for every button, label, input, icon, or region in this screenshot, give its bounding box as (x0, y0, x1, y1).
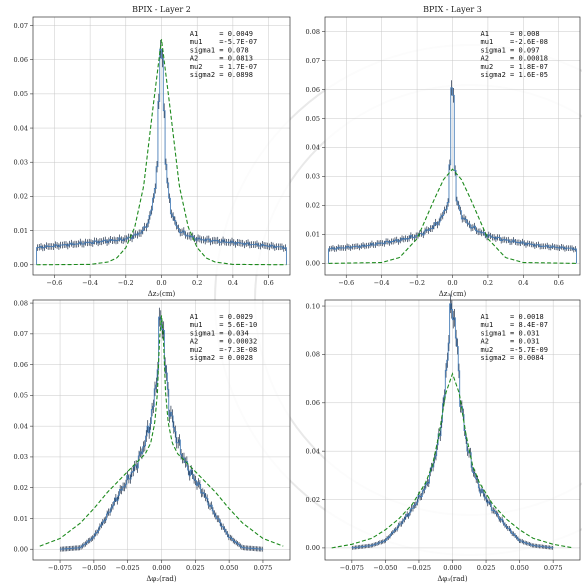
y-tick-label: 0.07 (306, 57, 320, 65)
x-tick-label: 0.0 (447, 279, 457, 287)
y-tick-label: 0.03 (306, 173, 320, 181)
fit-parameter-line: A1 = 0.0049 (190, 30, 253, 38)
panel-title: BPIX - Layer 3 (423, 5, 482, 14)
x-tick-label: −0.2 (118, 279, 134, 287)
panel-delta-phi-3: −0.075 −0.050 −0.025 0.000 0.025 0.050 0.075 0.… (306, 295, 580, 583)
x-tick-label: −0.075 (340, 564, 364, 572)
fit-parameter-line: mu2 = 1.7E-07 (190, 63, 257, 71)
x-tick-label: 0.4 (518, 279, 528, 287)
x-tick-label: −0.025 (116, 564, 140, 572)
y-tick-label: 0.01 (306, 231, 320, 239)
x-tick-label: 0.000 (152, 564, 171, 572)
x-tick-label: 0.075 (544, 564, 563, 572)
x-tick-label: −0.050 (373, 564, 397, 572)
y-tick-label: 0.05 (14, 90, 28, 98)
y-tick-label: 0.07 (14, 330, 28, 338)
fit-parameter-line: A2 = 0.00032 (190, 338, 257, 346)
x-tick-label: −0.075 (48, 564, 72, 572)
x-tick-label: 0.6 (554, 279, 564, 287)
x-tick-label: −0.4 (374, 279, 390, 287)
y-tick-label: 0.10 (306, 302, 320, 310)
fit-parameter-line: mu1 =-5.7E-07 (190, 38, 257, 46)
x-tick-label: 0.050 (220, 564, 239, 572)
y-tick-label: 0.06 (14, 361, 28, 369)
fit-parameter-line: sigma2 = 0.0898 (190, 71, 253, 79)
y-tick-label: 0.02 (306, 496, 320, 504)
y-tick-label: 0.00 (14, 546, 28, 554)
y-tick-label: 0.03 (14, 453, 28, 461)
x-tick-label: 0.000 (443, 564, 462, 572)
panel-bpix-layer-2: −0.6 −0.4 −0.2 0.0 0.2 0.4 0.6 0.00 0.01 0.02 0.03… (14, 5, 290, 298)
y-tick-label: 0.08 (306, 28, 320, 36)
fit-parameter-line: sigma2 = 0.0084 (481, 354, 544, 362)
fit-parameter-line: sigma1 = 0.078 (190, 46, 249, 54)
panel-bpix-layer-3: −0.6 −0.4 −0.2 0.0 0.2 0.4 0.6 0.00 0.01 0.02 0.03… (306, 5, 580, 298)
y-tick-label: 0.03 (14, 159, 28, 167)
y-tick-label: 0.02 (14, 484, 28, 492)
y-tick-label: 0.00 (306, 544, 320, 552)
x-tick-label: −0.6 (47, 279, 63, 287)
y-tick-label: 0.04 (306, 447, 320, 455)
x-tick-label: 0.075 (254, 564, 273, 572)
y-tick-label: 0.02 (306, 202, 320, 210)
fit-parameter-line: mu2 =-5.7E-09 (481, 346, 548, 354)
x-tick-label: 0.025 (186, 564, 205, 572)
x-tick-label: 0.0 (156, 279, 166, 287)
x-tick-label: 0.025 (477, 564, 496, 572)
x-axis-label: Δφ₂(rad) (146, 575, 176, 583)
fit-parameter-line: A2 = 0.00018 (481, 55, 548, 63)
fit-parameter-line: sigma2 = 0.0028 (190, 354, 253, 362)
x-tick-label: −0.2 (409, 279, 425, 287)
x-axis-label: Δz₂(cm) (148, 290, 176, 298)
fit-parameter-line: sigma1 = 0.031 (481, 329, 540, 337)
y-tick-label: 0.04 (14, 124, 28, 132)
x-tick-label: 0.2 (483, 279, 493, 287)
fit-parameter-line: mu2 =-7.3E-08 (190, 346, 257, 354)
y-tick-label: 0.05 (306, 115, 320, 123)
fit-parameter-line: A2 = 0.031 (481, 338, 540, 346)
y-tick-label: 0.01 (14, 515, 28, 523)
x-tick-label: −0.050 (82, 564, 106, 572)
x-tick-label: 0.6 (263, 279, 273, 287)
panel-delta-phi-2: −0.075 −0.050 −0.025 0.000 0.025 0.050 0.075 0.… (14, 299, 290, 583)
y-tick-label: 0.02 (14, 193, 28, 201)
x-tick-label: −0.025 (407, 564, 431, 572)
fit-parameter-line: sigma1 = 0.034 (190, 329, 249, 337)
y-tick-label: 0.00 (306, 260, 320, 268)
y-tick-label: 0.00 (14, 261, 28, 269)
y-tick-label: 0.04 (306, 144, 320, 152)
y-tick-label: 0.05 (14, 392, 28, 400)
fit-parameter-line: sigma1 = 0.097 (481, 46, 540, 54)
y-tick-label: 0.07 (14, 22, 28, 30)
y-tick-label: 0.04 (14, 422, 28, 430)
fit-parameter-line: mu1 =-2.6E-08 (481, 38, 548, 46)
y-tick-label: 0.06 (14, 56, 28, 64)
x-tick-label: −0.6 (338, 279, 354, 287)
x-tick-label: 0.4 (228, 279, 238, 287)
x-axis-label: Δφ₃(rad) (437, 575, 467, 583)
x-tick-label: −0.4 (82, 279, 98, 287)
fit-parameter-line: sigma2 = 1.6E-05 (481, 71, 548, 79)
fit-parameter-line: A1 = 0.0018 (481, 313, 544, 321)
fit-parameter-line: A1 = 0.0029 (190, 313, 253, 321)
panel-title: BPIX - Layer 2 (132, 5, 191, 14)
x-tick-label: 0.2 (192, 279, 202, 287)
y-tick-label: 0.08 (14, 299, 28, 307)
fit-parameter-line: mu1 = 5.6E-10 (190, 321, 257, 329)
fit-parameter-line: mu1 = 8.4E-07 (481, 321, 548, 329)
y-tick-label: 0.08 (306, 351, 320, 359)
fit-parameter-line: A2 = 0.0813 (190, 55, 253, 63)
x-tick-label: 0.050 (510, 564, 529, 572)
y-tick-label: 0.06 (306, 399, 320, 407)
x-axis-label: Δz₃(cm) (439, 290, 467, 298)
y-tick-label: 0.01 (14, 227, 28, 235)
fit-parameter-line: mu2 = 1.8E-07 (481, 63, 548, 71)
y-tick-label: 0.06 (306, 86, 320, 94)
fit-parameter-line: A1 = 0.008 (481, 30, 540, 38)
